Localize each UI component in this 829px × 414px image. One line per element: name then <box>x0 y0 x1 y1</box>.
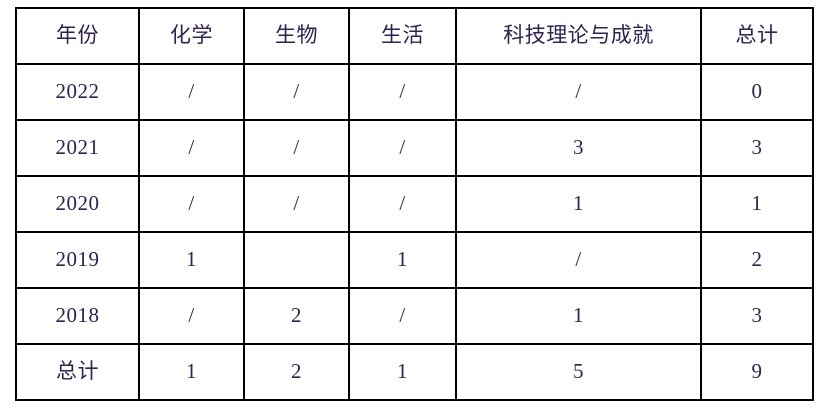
cell-life: / <box>348 287 457 345</box>
column-header-year: 年份 <box>15 7 140 65</box>
table-row: 2018 / 2 / 1 3 <box>15 287 814 345</box>
cell-biology: / <box>243 119 350 177</box>
column-header-life: 生活 <box>348 7 457 65</box>
cell-science: / <box>455 231 702 289</box>
table-row: 2022 / / / / 0 <box>15 63 814 121</box>
cell-chemistry: 1 <box>138 231 245 289</box>
column-header-total: 总计 <box>700 7 814 65</box>
column-header-chemistry: 化学 <box>138 7 245 65</box>
cell-biology: / <box>243 175 350 233</box>
footer-cell-chemistry: 1 <box>138 343 245 401</box>
footer-label-total: 总计 <box>15 343 140 401</box>
cell-science: / <box>455 63 702 121</box>
cell-biology <box>243 231 350 289</box>
table-row: 2019 1 1 / 2 <box>15 231 814 289</box>
cell-life: / <box>348 175 457 233</box>
cell-life: 1 <box>348 231 457 289</box>
cell-year: 2019 <box>15 231 140 289</box>
cell-year: 2018 <box>15 287 140 345</box>
cell-science: 3 <box>455 119 702 177</box>
footer-cell-biology: 2 <box>243 343 350 401</box>
statistics-table: 年份 化学 生物 生活 科技理论与成就 总计 2022 / / / / 0 20… <box>15 7 814 401</box>
cell-chemistry: / <box>138 287 245 345</box>
cell-total: 3 <box>700 287 814 345</box>
cell-total: 1 <box>700 175 814 233</box>
statistics-table-container: 年份 化学 生物 生活 科技理论与成就 总计 2022 / / / / 0 20… <box>15 7 814 401</box>
cell-life: / <box>348 119 457 177</box>
table-header-row: 年份 化学 生物 生活 科技理论与成就 总计 <box>15 7 814 65</box>
footer-cell-science: 5 <box>455 343 702 401</box>
table-row: 2020 / / / 1 1 <box>15 175 814 233</box>
cell-science: 1 <box>455 175 702 233</box>
cell-chemistry: / <box>138 63 245 121</box>
cell-year: 2020 <box>15 175 140 233</box>
cell-chemistry: / <box>138 175 245 233</box>
cell-year: 2021 <box>15 119 140 177</box>
cell-life: / <box>348 63 457 121</box>
cell-year: 2022 <box>15 63 140 121</box>
cell-total: 2 <box>700 231 814 289</box>
footer-cell-total: 9 <box>700 343 814 401</box>
table-row: 2021 / / / 3 3 <box>15 119 814 177</box>
table-footer-row: 总计 1 2 1 5 9 <box>15 343 814 401</box>
cell-science: 1 <box>455 287 702 345</box>
footer-cell-life: 1 <box>348 343 457 401</box>
cell-biology: / <box>243 63 350 121</box>
cell-biology: 2 <box>243 287 350 345</box>
table-body: 年份 化学 生物 生活 科技理论与成就 总计 2022 / / / / 0 20… <box>15 7 814 401</box>
cell-total: 3 <box>700 119 814 177</box>
column-header-biology: 生物 <box>243 7 350 65</box>
cell-chemistry: / <box>138 119 245 177</box>
column-header-science-theory-achievements: 科技理论与成就 <box>455 7 702 65</box>
cell-total: 0 <box>700 63 814 121</box>
